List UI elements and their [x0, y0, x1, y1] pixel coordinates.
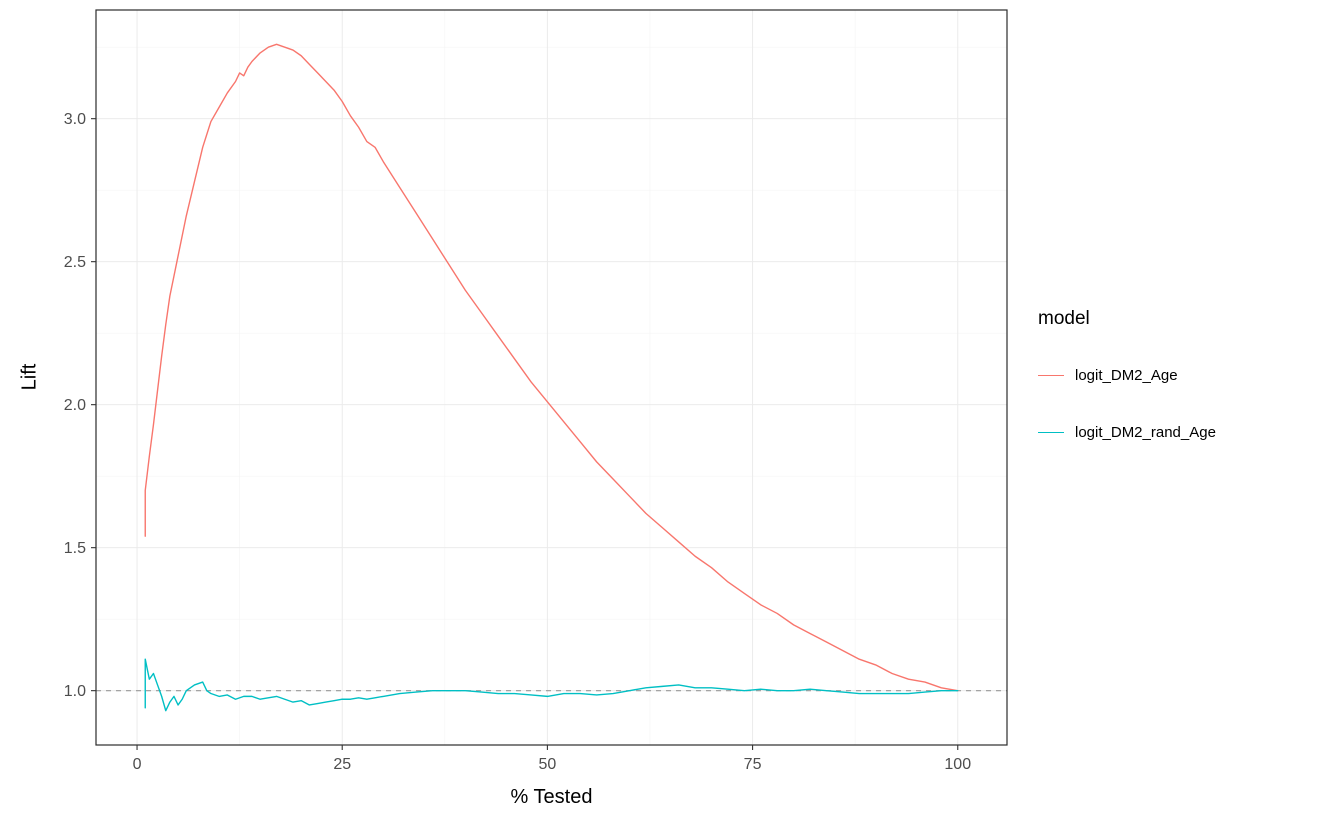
y-axis-title: Lift: [18, 363, 41, 391]
legend-item-label: logit_DM2_rand_Age: [1075, 423, 1216, 441]
svg-text:0: 0: [133, 756, 142, 773]
svg-text:1.0: 1.0: [64, 683, 86, 700]
svg-text:75: 75: [744, 756, 762, 773]
svg-text:1.5: 1.5: [64, 540, 86, 557]
svg-text:100: 100: [944, 756, 971, 773]
x-axis-title: % Tested: [510, 786, 593, 808]
legend-key-line-icon: [1038, 374, 1064, 376]
legend-title: model: [1038, 308, 1090, 329]
svg-text:25: 25: [333, 756, 351, 773]
legend-item-logit-dm2-age: logit_DM2_Age: [1038, 363, 1216, 387]
svg-text:50: 50: [538, 756, 556, 773]
legend-item-logit-dm2-rand-age: logit_DM2_rand_Age: [1038, 420, 1216, 444]
svg-text:2.0: 2.0: [64, 397, 86, 414]
legend-item-label: logit_DM2_Age: [1075, 366, 1178, 384]
legend: model logit_DM2_Age logit_DM2_rand_Age: [1038, 308, 1216, 444]
svg-text:3.0: 3.0: [64, 111, 86, 128]
legend-key-line-icon: [1038, 431, 1064, 433]
svg-text:2.5: 2.5: [64, 254, 86, 271]
